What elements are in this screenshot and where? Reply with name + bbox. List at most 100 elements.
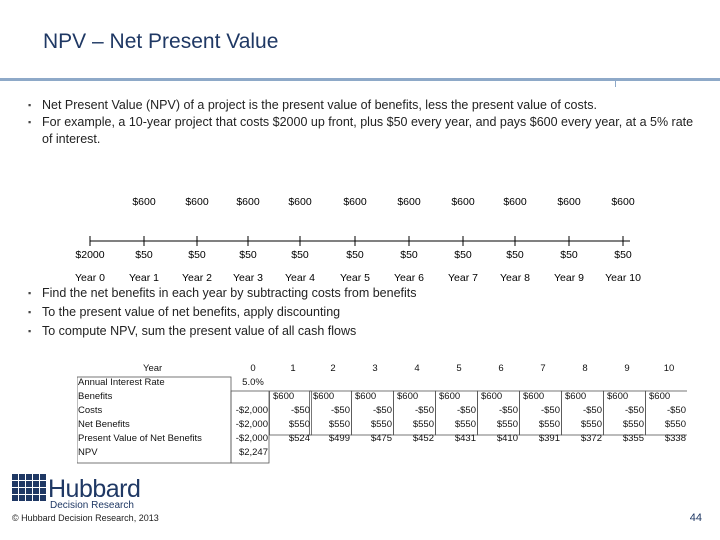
intro-bullets: Net Present Value (NPV) of a project is … [26, 97, 706, 148]
table-row-label: Year [143, 363, 163, 374]
benefit-label: $600 [451, 196, 475, 208]
table-cell: 2 [330, 363, 336, 374]
divider-tick [615, 81, 616, 87]
year-label: Year 10 [605, 272, 641, 284]
table-cell: 0 [250, 363, 256, 374]
table-cell: -$2,000 [235, 433, 268, 444]
cost-label: $50 [454, 249, 472, 261]
cost-label: $50 [400, 249, 418, 261]
table-cell: -$50 [372, 405, 392, 416]
bullet-item: For example, a 10-year project that cost… [26, 114, 706, 148]
year-label: Year 5 [340, 272, 370, 284]
table-cell: -$50 [582, 405, 602, 416]
table-cell: 9 [624, 363, 630, 374]
table-cell: $600 [355, 391, 377, 402]
table-cell: -$50 [624, 405, 644, 416]
table-cell: 1 [290, 363, 296, 374]
table-cell: -$50 [330, 405, 350, 416]
hubbard-logo-mark [12, 474, 46, 501]
table-cell: $391 [538, 433, 560, 444]
table-row-label: Benefits [78, 391, 113, 402]
table-cell: $475 [370, 433, 392, 444]
table-grid [77, 376, 687, 464]
table-cell-border [269, 390, 312, 436]
cost-label: $50 [614, 249, 632, 261]
table-cell: -$50 [456, 405, 476, 416]
table-cell: $372 [580, 433, 602, 444]
table-cell: $600 [607, 391, 629, 402]
table-cell: -$50 [498, 405, 518, 416]
table-cell: $410 [496, 433, 518, 444]
table-cell: 10 [663, 363, 675, 374]
table-cell: $600 [397, 391, 419, 402]
year-label: Year 4 [285, 272, 315, 284]
table-cell: -$2,000 [235, 405, 268, 416]
table-cell: $550 [412, 419, 434, 430]
cost-label: $2000 [75, 249, 105, 261]
table-cell: 5 [456, 363, 462, 374]
table-cell: $355 [622, 433, 644, 444]
table-cell: $499 [328, 433, 350, 444]
page-title: NPV – Net Present Value [43, 30, 279, 53]
table-cell: $600 [273, 391, 295, 402]
table-row-label: NPV [78, 447, 98, 458]
year-label: Year 2 [182, 272, 212, 284]
table-cell-border [230, 390, 270, 464]
cost-label: $50 [560, 249, 578, 261]
logo-tagline: Decision Research [50, 500, 134, 511]
logo-wordmark: Hubbard [48, 475, 141, 503]
cost-label: $50 [188, 249, 206, 261]
table-cell: 8 [582, 363, 588, 374]
benefit-label: $600 [557, 196, 581, 208]
table-row-label: Present Value of Net Benefits [78, 433, 202, 444]
bullet-item: To the present value of net benefits, ap… [26, 303, 546, 322]
benefit-label: $600 [185, 196, 209, 208]
benefit-label: $600 [397, 196, 421, 208]
table-cell: -$50 [290, 405, 310, 416]
table-cell: $452 [412, 433, 434, 444]
table-cell: -$50 [414, 405, 434, 416]
table-cell: $600 [565, 391, 587, 402]
table-row-label: Costs [78, 405, 103, 416]
year-label: Year 9 [554, 272, 584, 284]
table-cell: 7 [540, 363, 546, 374]
year-label: Year 1 [129, 272, 159, 284]
cost-label: $50 [239, 249, 257, 261]
cost-label: $50 [346, 249, 364, 261]
bullet-item: Net Present Value (NPV) of a project is … [26, 97, 706, 114]
table-cell: $550 [496, 419, 518, 430]
title-divider [0, 78, 720, 81]
year-label: Year 3 [233, 272, 263, 284]
year-label: Year 0 [75, 272, 105, 284]
benefit-label: $600 [288, 196, 312, 208]
benefit-label: $600 [132, 196, 156, 208]
table-cell: $550 [538, 419, 560, 430]
steps-bullets: Find the net benefits in each year by su… [26, 284, 546, 341]
cashflow-timeline: $2000 Year 0 $600 $50 Year 1 $600 $50 Year 2 $60… [75, 196, 641, 284]
table-cell: 6 [498, 363, 504, 374]
timeline-svg [89, 236, 630, 246]
year-label: Year 8 [500, 272, 530, 284]
cost-label: $50 [291, 249, 309, 261]
table-cell: $550 [328, 419, 350, 430]
table-cell: 3 [372, 363, 378, 374]
table-cell-border [645, 390, 687, 436]
bullet-item: Find the net benefits in each year by su… [26, 284, 546, 303]
table-cell: -$2,000 [235, 419, 268, 430]
year-label: Year 6 [394, 272, 424, 284]
table-cell: $550 [288, 419, 310, 430]
benefit-label: $600 [343, 196, 367, 208]
table-cell: 5.0% [242, 377, 264, 388]
year-label: Year 7 [448, 272, 478, 284]
cost-label: $50 [135, 249, 153, 261]
page-number: 44 [689, 512, 702, 524]
table-cell: $550 [454, 419, 476, 430]
table-cell: $431 [454, 433, 476, 444]
table-row-label: Net Benefits [78, 419, 130, 430]
table-cell: $600 [481, 391, 503, 402]
table-cell: $550 [664, 419, 686, 430]
cost-label: $50 [506, 249, 524, 261]
table-cell: $550 [580, 419, 602, 430]
table-cell: $550 [370, 419, 392, 430]
table-cell: $550 [622, 419, 644, 430]
